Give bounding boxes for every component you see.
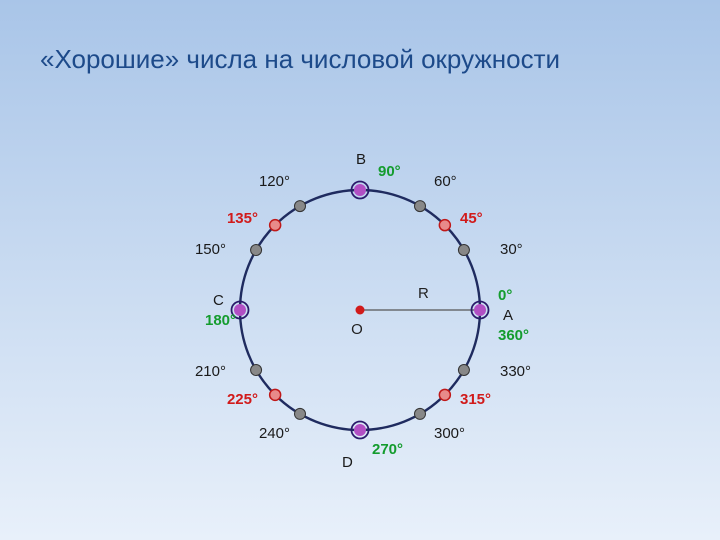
vertex-letter-C: C [213,292,224,309]
radius-label: R [418,285,429,302]
angle-point-315 [439,389,450,400]
quadrant-point-270 [354,424,366,436]
vertex-letter-A: A [503,307,513,324]
angle-label-45: 45° [460,210,483,227]
angle-label-315: 315° [460,391,491,408]
angle-point-300 [415,408,426,419]
quadrant-label-270-0: 270° [372,441,403,458]
quadrant-label-180-0: 180° [205,312,236,329]
angle-label-30: 30° [500,241,523,258]
angle-label-60: 60° [434,173,457,190]
quadrant-label-0-1: 360° [498,327,529,344]
angle-label-150: 150° [195,241,226,258]
angle-label-300: 300° [434,425,465,442]
angle-point-150 [251,245,262,256]
angle-label-240: 240° [259,425,290,442]
angle-label-210: 210° [195,363,226,380]
angle-point-330 [458,365,469,376]
angle-point-240 [295,408,306,419]
unit-circle-diagram: O R 30° 60° 120° 150° 210° 240° 300° 330° 45° 135° 2… [0,0,720,540]
quadrant-point-90 [354,184,366,196]
quadrant-label-0-0: 0° [498,287,512,304]
angle-label-120: 120° [259,173,290,190]
center-point [356,306,365,315]
angle-point-225 [270,389,281,400]
angle-point-30 [458,245,469,256]
angle-point-135 [270,220,281,231]
vertex-letter-D: D [342,454,353,471]
angle-label-225: 225° [227,391,258,408]
center-label: O [351,321,363,338]
angle-label-135: 135° [227,210,258,227]
angle-label-330: 330° [500,363,531,380]
angle-point-45 [439,220,450,231]
angle-point-210 [251,365,262,376]
quadrant-label-90-0: 90° [378,163,401,180]
vertex-letter-B: B [356,151,366,168]
angle-point-120 [295,201,306,212]
quadrant-point-0 [474,304,486,316]
angle-point-60 [415,201,426,212]
